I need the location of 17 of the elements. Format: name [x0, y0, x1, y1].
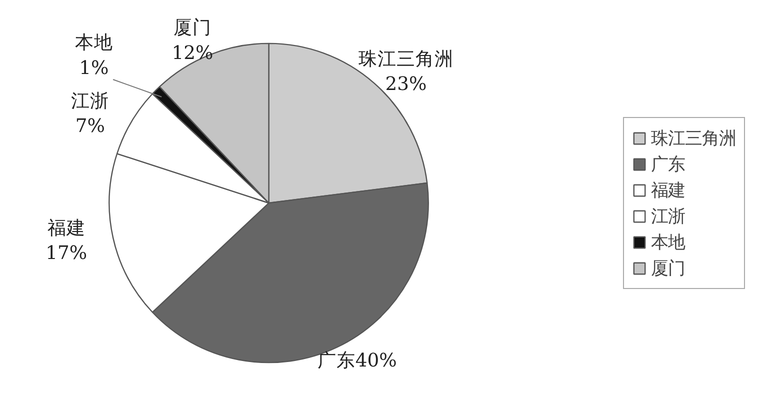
- data-label: 17%: [46, 243, 88, 264]
- slice-label: 珠江三角洲: [358, 48, 454, 70]
- slice-label: 厦门: [173, 16, 212, 39]
- legend-label: 厦门: [651, 258, 685, 280]
- legend-label: 珠江三角洲: [651, 128, 736, 150]
- legend-label: 江浙: [651, 206, 685, 228]
- legend-label: 本地: [651, 232, 685, 254]
- data-label: 23%: [385, 74, 427, 96]
- legend-label: 广东: [651, 154, 685, 176]
- slice-label: 本地: [74, 32, 113, 54]
- data-label: 12%: [172, 42, 214, 64]
- data-label: 1%: [79, 58, 109, 79]
- category-label: 广东40%: [317, 350, 397, 372]
- slice-label: 福建: [47, 218, 86, 239]
- data-label: 7%: [75, 116, 106, 138]
- legend-label: 福建: [651, 180, 685, 202]
- slice-label: 江浙: [71, 91, 110, 112]
